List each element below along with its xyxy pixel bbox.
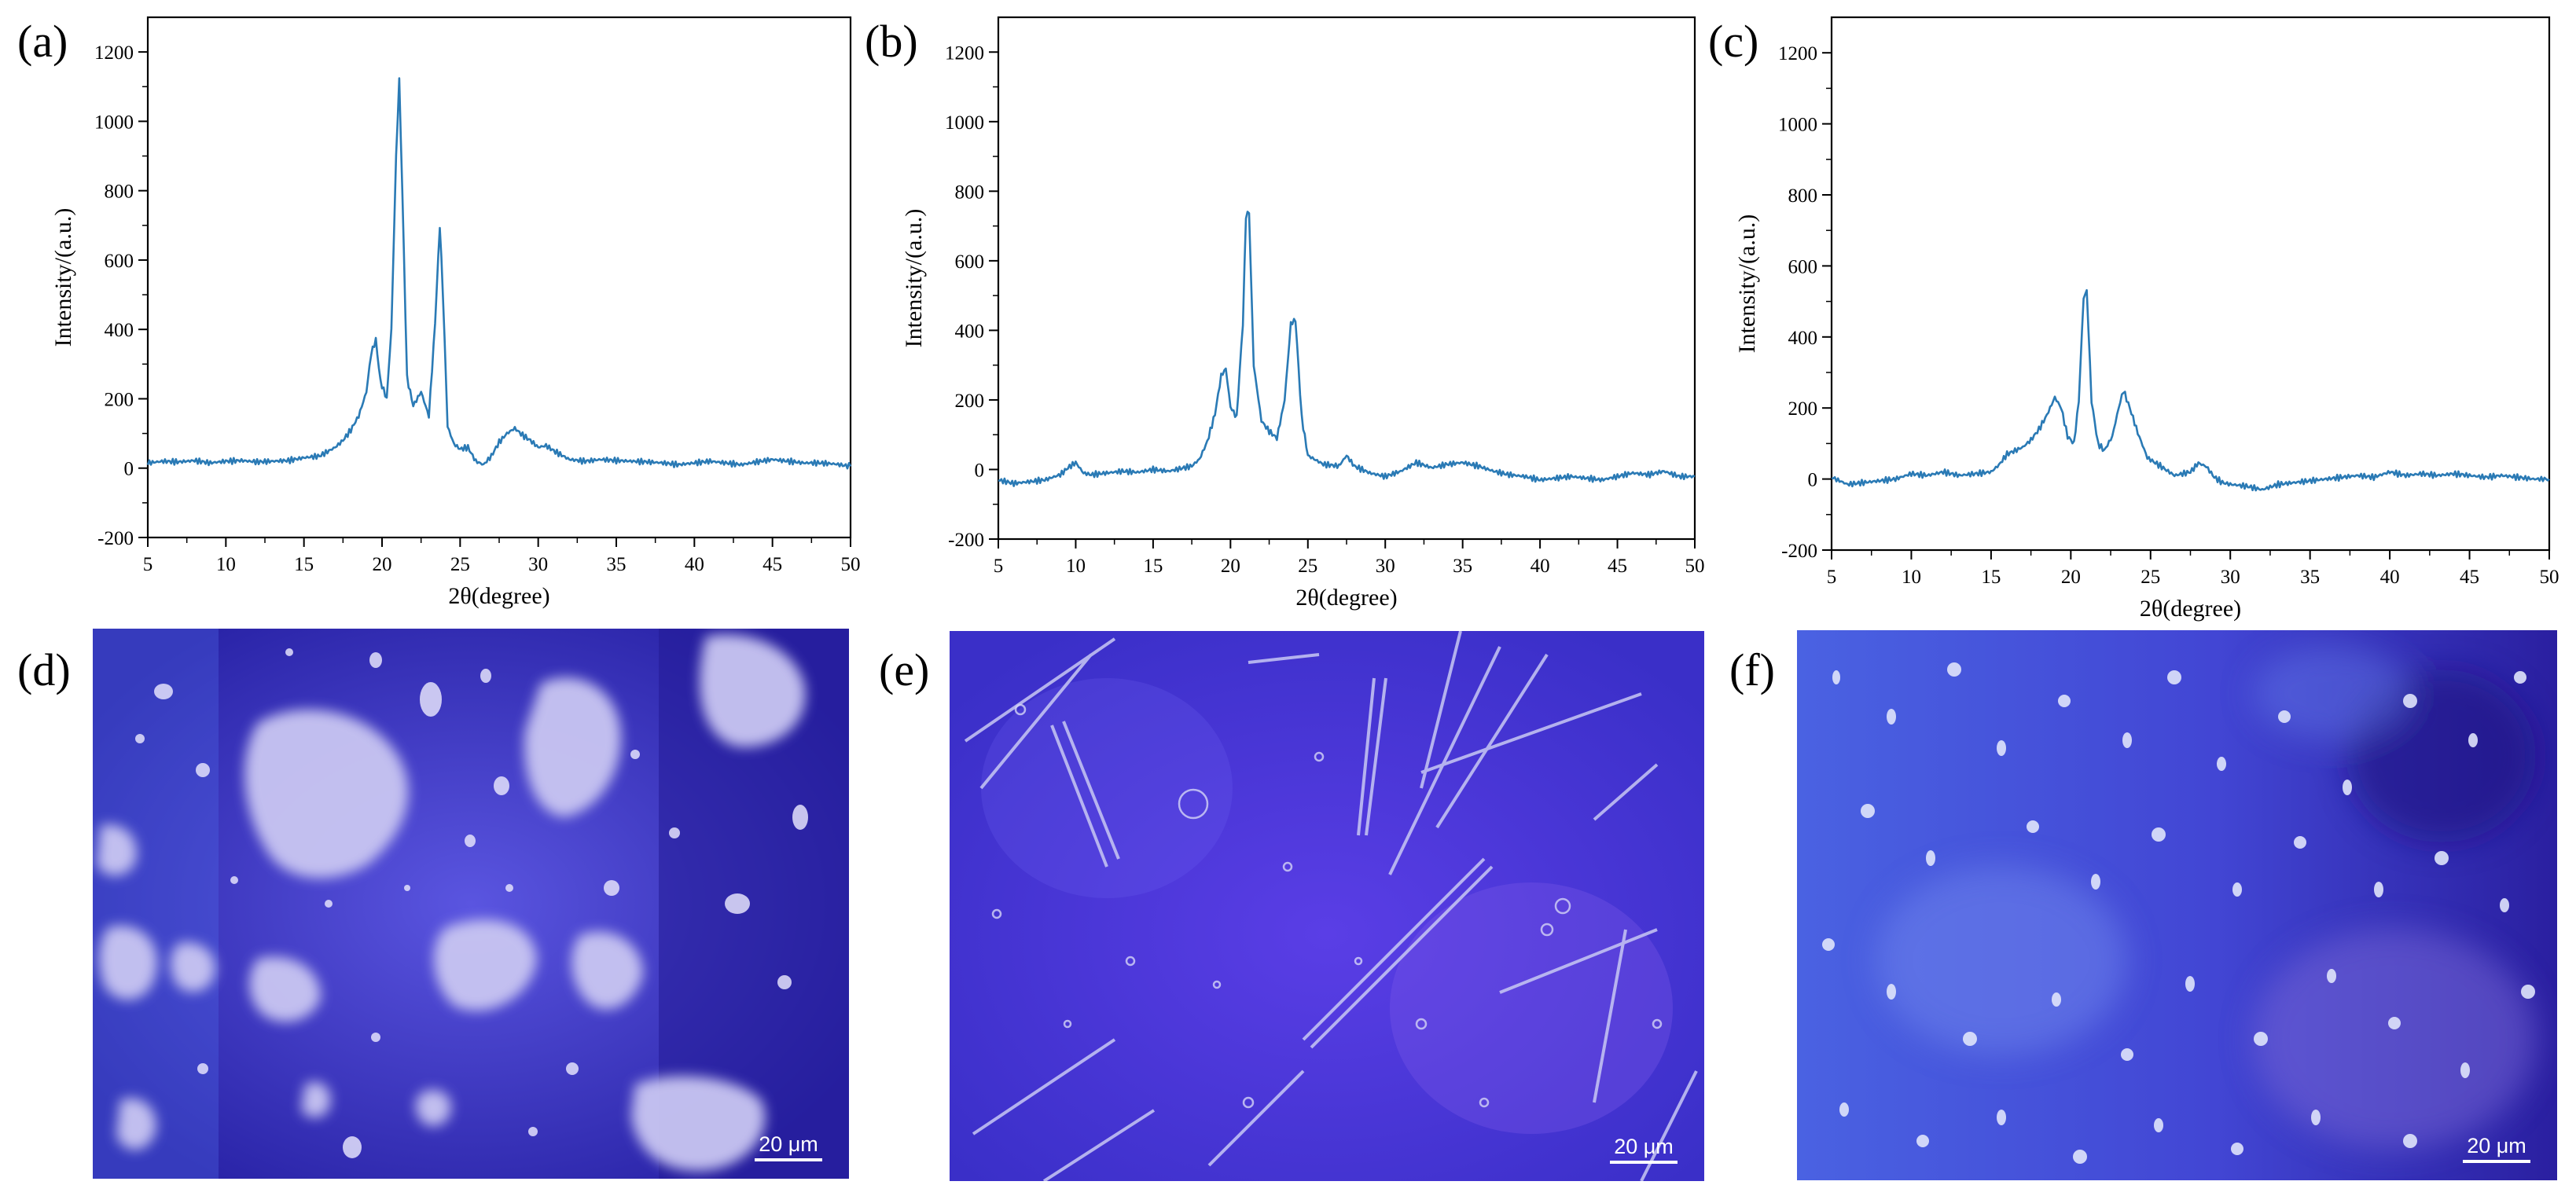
xrd-chart-a: 5 10 15 20 25 30 35 40 45 50 -200 0 200 400 600 800 1000… [50,16,861,609]
x-tick-label-a: 10 [216,554,236,575]
x-tick-label-c: 50 [2540,567,2559,588]
x-tick-label-b: 50 [1685,556,1705,577]
xrd-chart-c: 5 10 15 20 25 30 35 40 45 50 -200 0 200 400 600 800 1000… [1734,16,2559,622]
y-tick-label-c: 200 [1788,398,1818,420]
x-tick-label-c: 20 [2061,567,2081,588]
y-tick-label-c: 600 [1788,256,1818,277]
x-tick-label-c: 35 [2300,567,2320,588]
y-tick-label-a: 200 [105,389,134,410]
x-tick-label-b: 25 [1298,556,1317,577]
scale-bar-label-f: 20 μm [2467,1134,2526,1157]
y-tick-label-b: 0 [975,460,985,481]
x-tick-label-c: 30 [2221,567,2240,588]
x-tick-label-a: 45 [763,554,782,575]
y-tick-label-b: 1000 [945,112,984,134]
panel-label-c: (c) [1708,16,1759,67]
y-tick-label-b: 800 [955,182,985,203]
panel-label-a: (a) [17,16,68,67]
xrd-chart-b: 5 10 15 20 25 30 35 40 45 50 -200 0 200 400 600 800 1000… [901,16,1705,611]
x-tick-label-a: 20 [373,554,392,575]
xrd-series-line-a [146,77,852,470]
x-tick-label-b: 20 [1221,556,1240,577]
y-tick-label-b: 1200 [945,42,984,64]
plot-frame-b [997,16,1696,541]
micrograph-f: 20 μm [1797,630,2557,1180]
y-tick-label-b: 600 [955,251,985,273]
x-tick-label-c: 15 [1981,567,2001,588]
scale-bar-f: 20 μm [2463,1134,2530,1163]
x-tick-label-b: 15 [1143,556,1163,577]
x-tick-label-b: 40 [1531,556,1550,577]
x-tick-label-a: 15 [294,554,314,575]
x-tick-label-a: 25 [450,554,470,575]
scale-bar-line-d [755,1158,822,1161]
y-axis-title-a: Intensity/(a.u.) [50,208,76,347]
micrograph-e-image [950,631,1704,1181]
y-axis-title-c: Intensity/(a.u.) [1734,215,1760,354]
x-tick-label-a: 35 [607,554,627,575]
y-tick-label-c: 1000 [1778,115,1817,136]
x-tick-label-b: 5 [994,556,1004,577]
x-tick-label-a: 50 [841,554,861,575]
scale-bar-line-f [2463,1160,2530,1163]
x-axis-title-c: 2θ(degree) [2140,596,2241,622]
y-tick-label-a: 0 [124,459,134,480]
scale-bar-d: 20 μm [755,1132,822,1161]
scale-bar-label-d: 20 μm [759,1132,818,1156]
y-tick-label-a: 1200 [94,42,134,64]
xrd-series-line-b [998,211,1696,487]
scale-bar-line-e [1610,1161,1678,1164]
xrd-series-line-c [1831,288,2550,492]
x-tick-label-b: 35 [1453,556,1472,577]
y-tick-label-a: -200 [97,528,134,549]
y-tick-label-a: 800 [105,182,134,203]
x-tick-label-c: 25 [2141,567,2160,588]
x-tick-label-c: 45 [2460,567,2479,588]
panel-label-f: (f) [1729,644,1775,695]
y-tick-label-c: 800 [1788,185,1818,207]
y-axis-title-b: Intensity/(a.u.) [901,209,927,348]
y-tick-label-c: 0 [1808,470,1818,491]
x-tick-label-a: 30 [528,554,548,575]
panel-label-d: (d) [17,644,71,695]
micrograph-d: 20 μm [93,629,849,1179]
y-tick-label-a: 600 [105,251,134,272]
panel-label-b: (b) [865,16,918,67]
y-tick-label-a: 1000 [94,112,134,133]
x-tick-label-b: 10 [1066,556,1086,577]
x-axis-title-a: 2θ(degree) [448,583,549,609]
x-tick-label-c: 10 [1902,567,1921,588]
x-tick-label-c: 40 [2380,567,2400,588]
micrograph-e: 20 μm [950,631,1704,1181]
x-tick-label-a: 40 [685,554,704,575]
scale-bar-label-e: 20 μm [1614,1135,1674,1158]
y-tick-label-b: -200 [948,530,984,551]
x-axis-title-b: 2θ(degree) [1295,585,1397,611]
x-tick-label-b: 45 [1608,556,1627,577]
y-tick-label-c: -200 [1781,541,1817,562]
y-tick-label-c: 1200 [1778,43,1817,64]
x-tick-label-b: 30 [1376,556,1395,577]
y-tick-label-a: 400 [105,320,134,341]
micrograph-d-image [93,629,849,1179]
micrograph-f-image [1797,630,2557,1180]
x-tick-label-c: 5 [1827,567,1837,588]
panel-label-e: (e) [879,644,930,695]
scale-bar-e: 20 μm [1610,1135,1678,1164]
x-tick-label-a: 5 [143,554,153,575]
y-tick-label-b: 200 [955,391,985,412]
y-tick-label-b: 400 [955,321,985,342]
y-tick-label-c: 400 [1788,328,1818,349]
